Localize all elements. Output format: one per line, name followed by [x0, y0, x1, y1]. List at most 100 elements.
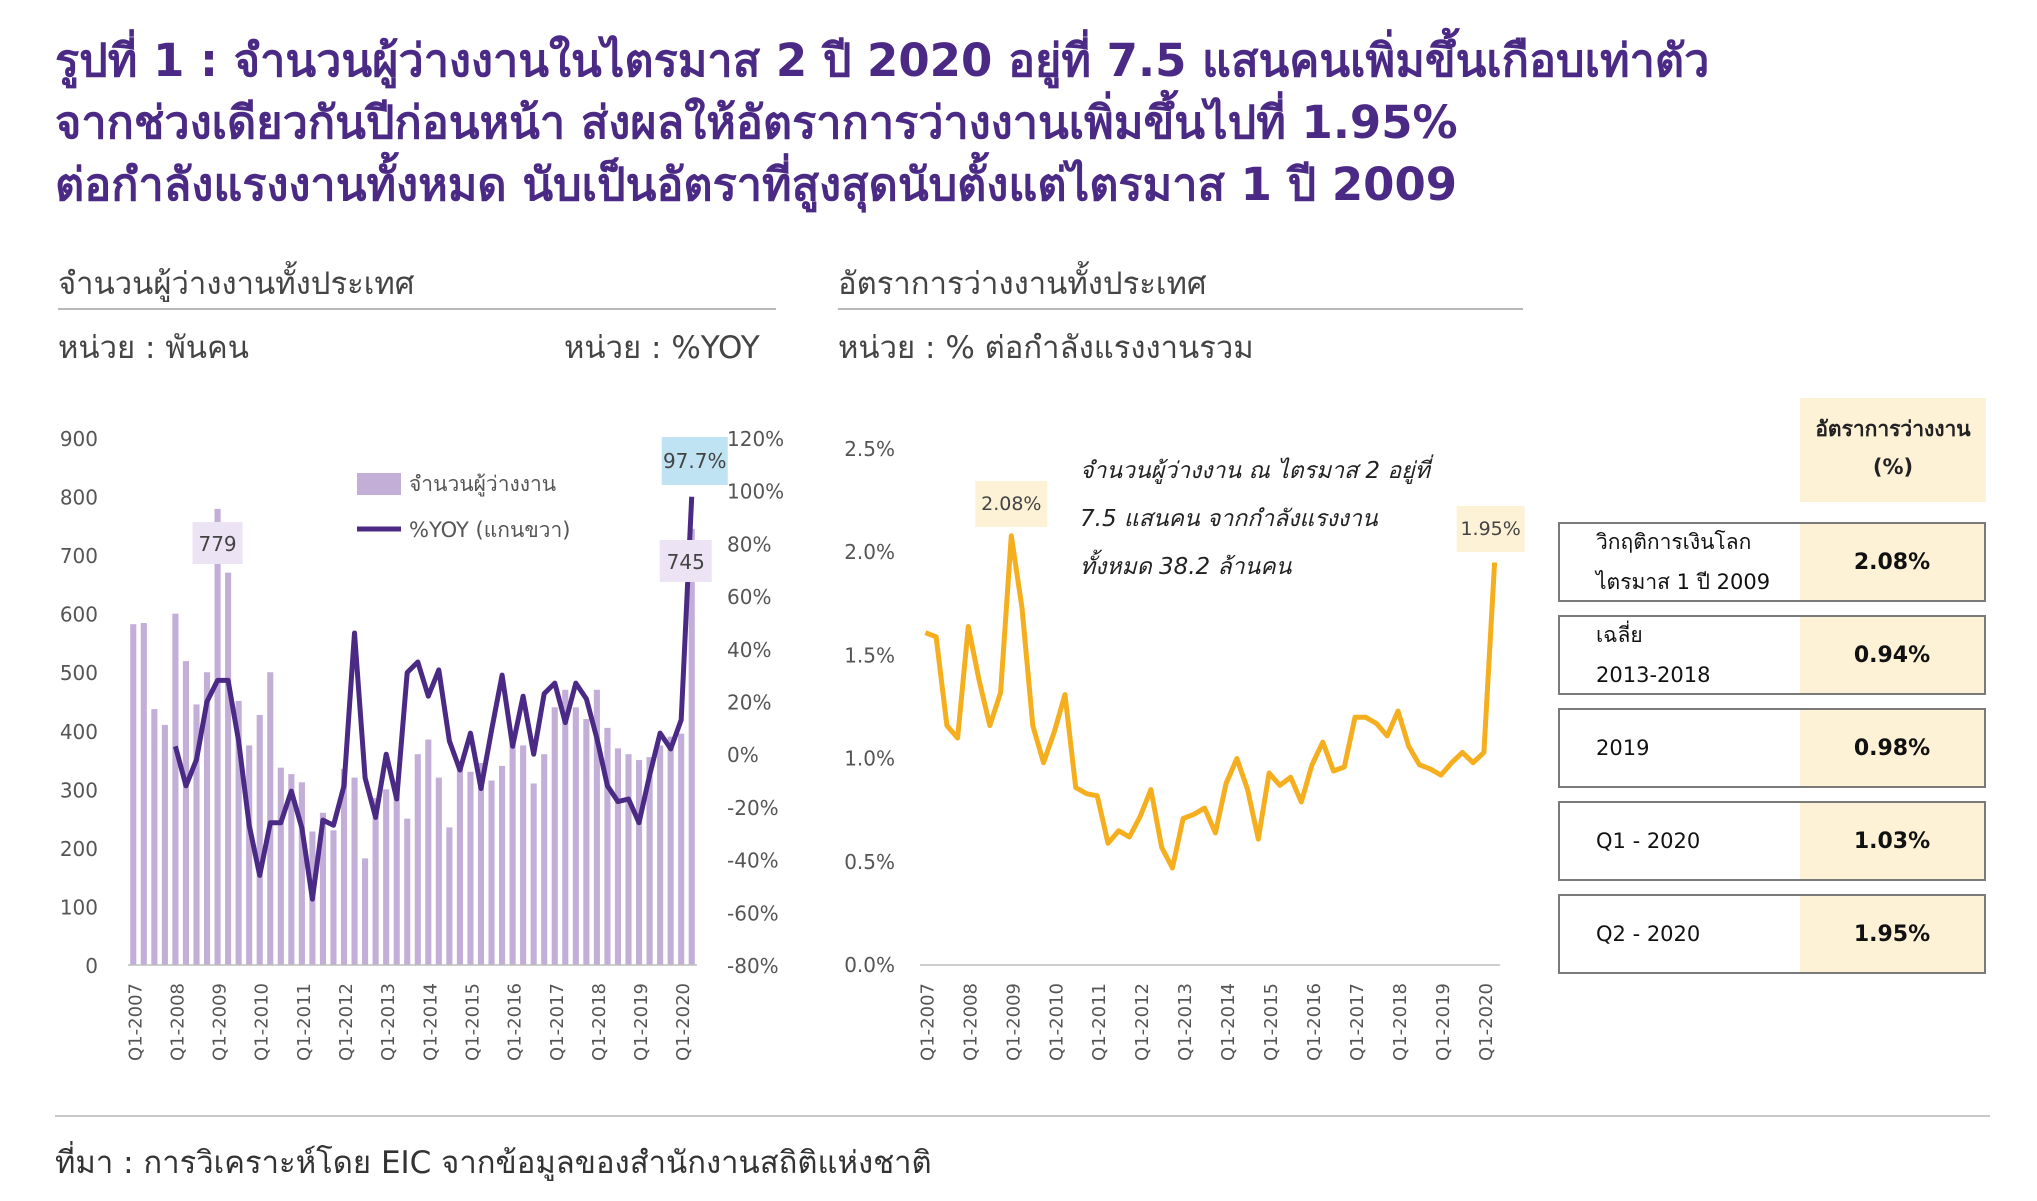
right-axis-tick: 20%	[727, 691, 771, 715]
left-axis-tick: 600	[60, 603, 98, 627]
left-axis-tick: 500	[60, 661, 98, 685]
left-axis-tick: 700	[60, 544, 98, 568]
bar	[657, 745, 664, 965]
bar	[678, 733, 685, 965]
bar	[667, 736, 674, 965]
bar	[393, 792, 400, 965]
bar	[330, 830, 337, 965]
table-row-value: 1.03%	[1800, 803, 1984, 879]
left-axis-tick: 400	[60, 720, 98, 744]
rate-x-axis-tick: Q1-2007	[917, 983, 938, 1061]
bar	[562, 689, 569, 965]
x-axis-tick: Q1-2019	[631, 983, 652, 1061]
right-axis-tick: 60%	[727, 585, 771, 609]
table-row-label: เฉลี่ย 2013-2018	[1596, 617, 1796, 693]
left-axis-tick: 800	[60, 486, 98, 510]
x-axis-tick: Q1-2011	[294, 983, 315, 1061]
right-axis-tick: 40%	[727, 638, 771, 662]
rate-axis-tick: 0.0%	[844, 953, 895, 977]
bar	[688, 528, 695, 965]
table-row-label-line: วิกฤติการเงินโลก	[1596, 530, 1752, 554]
bar	[625, 754, 632, 965]
right-unit-label: หน่วย : %YOY	[564, 330, 760, 366]
bar	[182, 661, 190, 965]
label-box-97-7	[661, 437, 728, 485]
rate-x-axis-tick: Q1-2014	[1218, 983, 1239, 1061]
bar	[635, 760, 643, 965]
bar	[193, 704, 200, 965]
rate-axis-tick: 2.5%	[844, 437, 895, 461]
table-row: 2019 0.98%	[1558, 708, 1986, 788]
bar	[477, 762, 485, 965]
table-header-title: อัตราการว่างงาน	[1815, 417, 1971, 441]
label-box-779	[192, 522, 243, 564]
bar	[551, 707, 558, 965]
table-row-label: 2019	[1596, 710, 1796, 786]
rate-annotation-line: 7.5 แสนคน จากกำลังแรงงาน	[1080, 506, 1379, 532]
right-axis-tick: -60%	[727, 901, 779, 925]
x-axis-tick: Q1-2016	[505, 983, 526, 1061]
table-row-label-line: 2013-2018	[1596, 663, 1711, 687]
rate-line	[924, 533, 1498, 871]
bar	[267, 672, 274, 965]
x-axis-tick: Q1-2015	[462, 983, 483, 1061]
bar	[520, 745, 527, 965]
bar	[319, 812, 326, 965]
table-row-value: 1.95%	[1800, 896, 1984, 972]
left-axis-tick: 0	[85, 954, 98, 978]
x-axis-tick: Q1-2017	[547, 983, 568, 1061]
data-label-97-7: 97.7%	[663, 449, 727, 473]
data-label-779: 779	[198, 532, 236, 556]
x-axis-tick: Q1-2013	[378, 983, 399, 1061]
x-axis-tick: Q1-2009	[210, 983, 231, 1061]
rate-x-axis-tick: Q1-2011	[1089, 983, 1110, 1061]
table-row-label: วิกฤติการเงินโลกไตรมาส 1 ปี 2009	[1596, 524, 1796, 600]
right-panel-rule	[838, 308, 1523, 310]
rate-axis-tick: 0.5%	[844, 850, 895, 874]
table-row-label-line: ไตรมาส 1 ปี 2009	[1596, 570, 1771, 594]
bar	[298, 782, 305, 965]
left-panel-heading: จำนวนผู้ว่างงานทั้งประเทศ	[58, 266, 415, 302]
rate-x-axis-tick: Q1-2009	[1003, 983, 1024, 1061]
title-line-3: ต่อกำลังแรงงานทั้งหมด นับเป็นอัตราที่สูง…	[55, 158, 1458, 211]
bar	[541, 754, 548, 965]
bar	[214, 508, 221, 965]
rate-x-axis-tick: Q1-2019	[1433, 983, 1454, 1061]
table-row-value: 2.08%	[1800, 524, 1984, 600]
table-row-value: 0.98%	[1800, 710, 1984, 786]
bar	[172, 613, 179, 965]
table-row-value: 0.94%	[1800, 617, 1984, 693]
table-header-unit: (%)	[1872, 455, 1914, 479]
rate-annotation-line: ทั้งหมด 38.2 ล้านคน	[1080, 549, 1293, 580]
bar	[372, 798, 379, 965]
right-axis-tick: 120%	[727, 427, 784, 451]
x-axis-tick: Q1-2020	[673, 983, 694, 1061]
rate-data-label-1-95: 1.95%	[1460, 518, 1520, 540]
rate-x-axis-tick: Q1-2013	[1175, 983, 1196, 1061]
bottom-rule	[55, 1115, 1990, 1117]
right-axis-tick: -80%	[727, 954, 779, 978]
bar	[604, 727, 611, 965]
unemployed-bar-line-chart: 0 100 200 300 400 500 600 700 800 900 -80% -60% -40%…	[60, 427, 784, 1061]
legend-bar-swatch	[357, 473, 401, 495]
bar	[583, 719, 590, 965]
bar	[435, 777, 442, 965]
table-row: Q1 - 2020 1.03%	[1558, 801, 1986, 881]
figure-title: รูปที่ 1 : จำนวนผู้ว่างงานในไตรมาส 2 ปี …	[55, 30, 1955, 216]
rate-x-axis-tick: Q1-2018	[1390, 983, 1411, 1061]
bar	[246, 745, 253, 965]
rate-axis-tick: 1.5%	[844, 643, 895, 667]
bar	[130, 624, 137, 965]
x-axis-tick: Q1-2014	[420, 983, 441, 1061]
table-row-label-line: Q2 - 2020	[1596, 922, 1701, 946]
rate-label-box-1-95	[1456, 506, 1525, 552]
yoy-line	[172, 496, 695, 902]
bar	[414, 754, 421, 965]
bar	[530, 783, 537, 965]
left-axis-tick: 900	[60, 427, 98, 451]
x-axis-tick: Q1-2012	[336, 983, 357, 1061]
right-axis-tick: 100%	[727, 480, 784, 504]
bar	[288, 774, 295, 965]
rate-x-axis-tick: Q1-2020	[1476, 983, 1497, 1061]
table-row-label: Q1 - 2020	[1596, 803, 1796, 879]
